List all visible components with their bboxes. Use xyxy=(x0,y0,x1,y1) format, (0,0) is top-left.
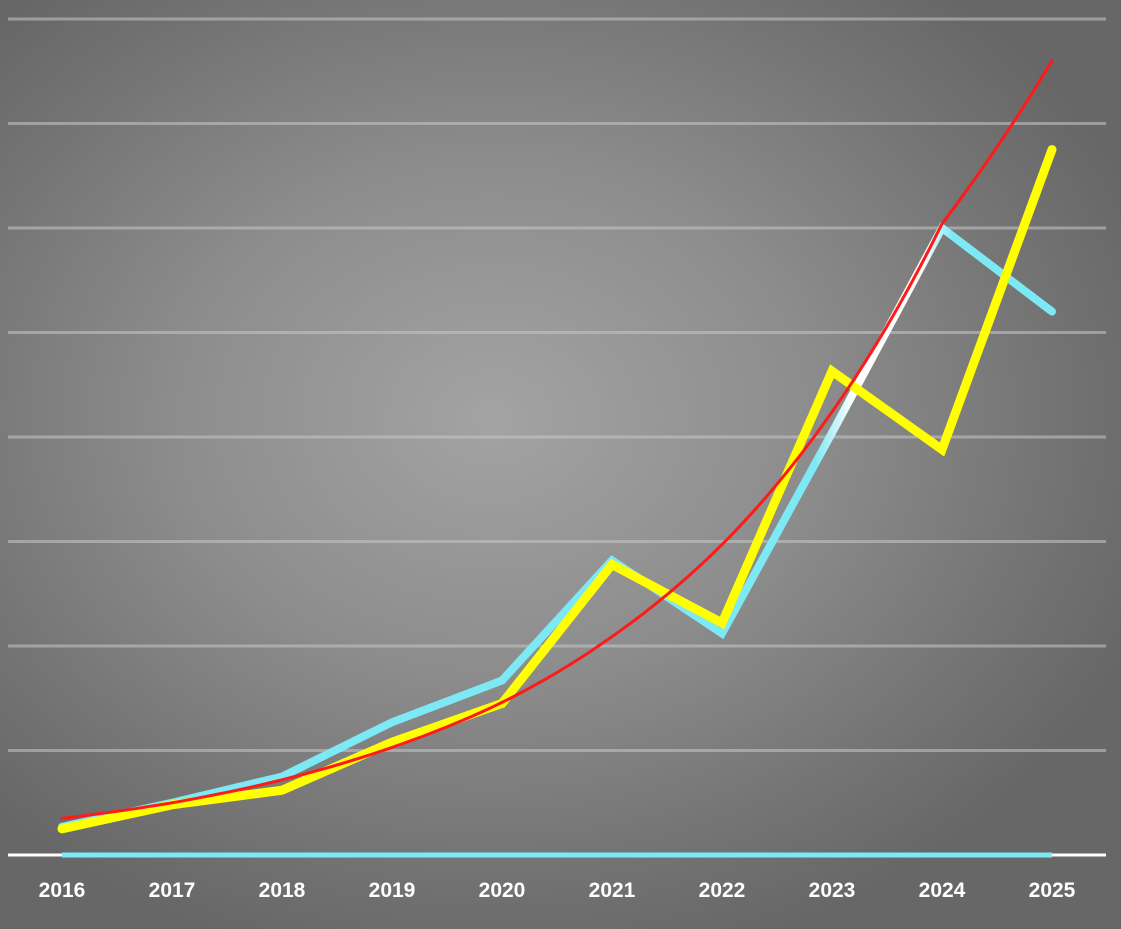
trendline xyxy=(60,59,1054,820)
series-1-line xyxy=(58,221,1056,831)
x-tick-label-2021: 2021 xyxy=(589,879,636,902)
x-tick-label-2025: 2025 xyxy=(1029,879,1076,902)
series-lines xyxy=(57,145,1057,834)
series-2-line xyxy=(57,145,1057,834)
x-tick-label-2023: 2023 xyxy=(809,879,856,902)
x-tick-label-2024: 2024 xyxy=(919,879,966,902)
x-tick-label-2022: 2022 xyxy=(699,879,746,902)
x-tick-label-2020: 2020 xyxy=(479,879,526,902)
gridlines xyxy=(8,17,1106,752)
x-tick-label-2018: 2018 xyxy=(259,879,306,902)
trendline-layer xyxy=(60,59,1054,820)
x-tick-label-2017: 2017 xyxy=(149,879,196,902)
x-tick-label-2016: 2016 xyxy=(39,879,86,902)
x-tick-label-2019: 2019 xyxy=(369,879,416,902)
x-axis-tick-labels: 2016 2017 2018 2019 2020 2021 2022 2023 2024 2025 xyxy=(39,879,1076,902)
